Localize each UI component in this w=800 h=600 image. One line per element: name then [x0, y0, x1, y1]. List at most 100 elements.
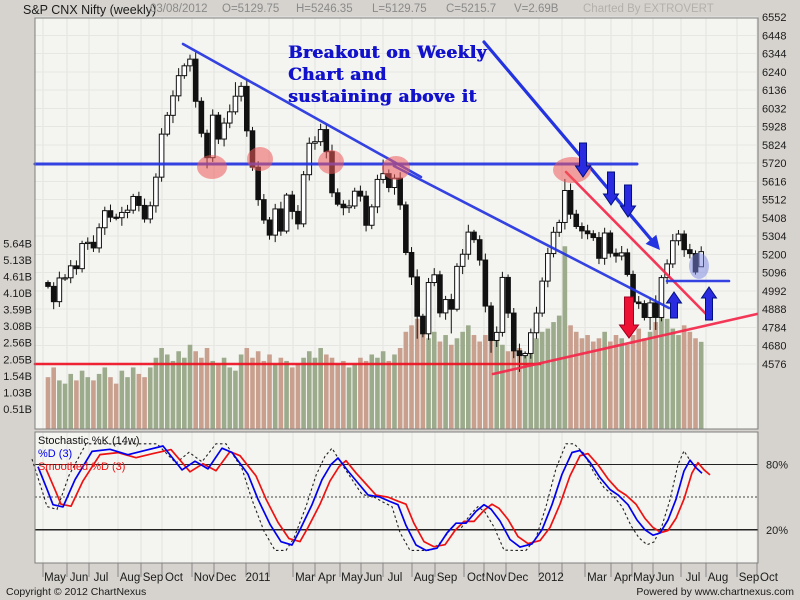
volume-bar	[312, 357, 318, 429]
month-axis-label: Oct	[760, 572, 779, 584]
candle-body	[505, 276, 511, 314]
volume-bar	[386, 360, 392, 429]
volume-bar	[625, 344, 630, 429]
candle-body	[96, 227, 102, 249]
volume-bar	[539, 331, 545, 429]
candle-body	[238, 85, 244, 97]
volume-bar	[687, 331, 693, 429]
volume-bar	[329, 357, 335, 429]
month-axis-label: Jul	[388, 572, 403, 584]
stochastic-k-line	[31, 443, 697, 551]
volume-bar	[210, 360, 216, 429]
candle-body	[607, 232, 614, 254]
candle-body	[192, 58, 199, 102]
candle-body	[164, 114, 171, 135]
candle-body	[567, 190, 574, 215]
candle-body	[306, 142, 313, 176]
volume-bar	[596, 338, 602, 429]
candle-body	[175, 75, 182, 97]
price-axis-label: 4888	[762, 304, 786, 316]
volume-bar	[590, 341, 596, 429]
candle-body	[204, 132, 210, 159]
candle-body	[67, 265, 74, 279]
candle-body	[90, 241, 97, 249]
candle-body	[130, 195, 136, 211]
volume-bar	[74, 380, 79, 429]
candle-body	[261, 199, 267, 221]
volume-bar	[483, 335, 488, 429]
candle-body	[499, 276, 506, 333]
month-axis-label: Oct	[467, 572, 486, 584]
volume-bar	[341, 360, 346, 429]
candle-body	[170, 95, 176, 116]
quote-close: C=5215.7	[446, 3, 497, 15]
candle-body	[226, 111, 233, 124]
candle-body	[215, 114, 222, 140]
month-axis-label: Mar	[587, 572, 607, 584]
candle-body	[465, 231, 472, 255]
stochastic-sd-legend: Smoothed %D (3)	[38, 461, 126, 473]
candle-body	[124, 209, 131, 213]
volume-bar	[238, 354, 244, 429]
volume-bar	[681, 325, 687, 429]
blue-down-arrow	[602, 171, 620, 206]
downtrend-line-2	[392, 164, 671, 310]
volume-bar	[45, 377, 51, 429]
volume-axis-label: 3.08B	[3, 321, 32, 333]
volume-bar	[250, 357, 255, 429]
candle-body	[136, 195, 142, 206]
annotation-line: Chart and	[288, 65, 387, 85]
volume-bar	[176, 351, 181, 429]
stochastic-d-line	[37, 445, 703, 552]
candle-body	[84, 241, 91, 245]
month-axis-label: Mar	[295, 572, 315, 584]
month-axis-label: Jun	[656, 572, 675, 584]
candle-body	[181, 65, 188, 77]
price-axis-label: 5304	[762, 231, 786, 243]
candle-body	[363, 195, 369, 226]
candle-body	[675, 233, 682, 242]
quote-date: 03/08/2012	[150, 3, 208, 15]
volume-bar	[619, 338, 624, 429]
candle-body	[351, 190, 358, 207]
volume-bar	[91, 380, 96, 429]
resistance-touch-circle	[197, 155, 227, 179]
stochastic-smoothed-d-line	[45, 448, 711, 548]
candle-body	[573, 213, 580, 228]
volume-bar	[68, 373, 74, 429]
candle-body	[374, 178, 381, 208]
volume-bar	[204, 348, 210, 429]
volume-bar	[255, 351, 261, 429]
volume-bar	[85, 377, 91, 429]
price-axis-label: 5096	[762, 268, 786, 280]
volume-bar	[295, 364, 301, 429]
candle-body	[209, 114, 216, 159]
copyright-text: Copyright © 2012 ChartNexus	[6, 586, 147, 598]
quote-open: O=5129.75	[222, 3, 280, 15]
volume-bar	[556, 315, 562, 429]
candle-body	[652, 302, 659, 318]
candle-body	[562, 190, 568, 223]
volume-bar	[130, 367, 136, 429]
volume-axis-label: 1.54B	[3, 371, 32, 383]
volume-bar	[448, 344, 454, 429]
stochastic-k-legend: Stochastic %K (14w)	[38, 435, 140, 447]
candle-body	[641, 303, 648, 318]
volume-bar	[653, 322, 659, 429]
candle-body	[50, 285, 57, 303]
candle-body	[312, 141, 318, 144]
volume-bar	[414, 318, 420, 429]
arrow-line-head	[645, 234, 660, 250]
volume-bar	[233, 370, 238, 429]
volume-bar	[62, 383, 68, 429]
month-axis-label: Apr	[318, 572, 336, 584]
volume-bar	[466, 325, 471, 429]
volume-bar	[369, 354, 375, 429]
price-axis-label: 5824	[762, 140, 786, 152]
volume-bar	[170, 360, 176, 429]
volume-bar	[187, 344, 193, 429]
volume-bar	[471, 335, 477, 429]
candle-body	[289, 194, 296, 212]
volume-bar	[494, 338, 500, 429]
